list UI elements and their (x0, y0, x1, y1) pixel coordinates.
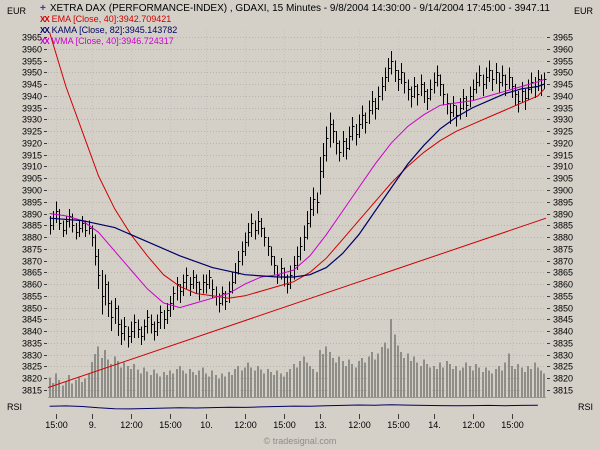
svg-text:10.: 10. (200, 420, 213, 430)
svg-text:3830: 3830 (553, 351, 573, 361)
svg-text:3955: 3955 (22, 57, 42, 67)
right-axis-unit: EUR (573, 6, 593, 16)
svg-text:3895: 3895 (553, 198, 573, 208)
svg-text:3835: 3835 (22, 339, 42, 349)
chart-title: XETRA DAX (PERFORMANCE-INDEX) , GDAXI, 1… (49, 3, 550, 14)
svg-text:15:00: 15:00 (45, 420, 68, 430)
bottom-left-axis-unit: RSI (7, 402, 23, 412)
svg-text:3825: 3825 (553, 362, 573, 372)
svg-text:3840: 3840 (553, 327, 573, 337)
svg-text:3935: 3935 (553, 104, 573, 114)
svg-text:3950: 3950 (22, 68, 42, 78)
svg-text:3820: 3820 (553, 374, 573, 384)
svg-text:3885: 3885 (22, 221, 42, 231)
svg-text:3910: 3910 (553, 162, 573, 172)
svg-text:3865: 3865 (22, 268, 42, 278)
wma-legend-label: WMA [Close, 40]:3946.724317 (51, 36, 174, 46)
svg-text:14.: 14. (428, 420, 441, 430)
svg-text:3940: 3940 (553, 92, 573, 102)
svg-text:3960: 3960 (553, 45, 573, 55)
svg-text:3945: 3945 (22, 80, 42, 90)
svg-text:12:00: 12:00 (234, 420, 257, 430)
svg-text:3825: 3825 (22, 362, 42, 372)
svg-text:3870: 3870 (22, 257, 42, 267)
svg-text:15:00: 15:00 (501, 420, 524, 430)
svg-text:3965: 3965 (22, 33, 42, 43)
ema-line-icon: XX (40, 15, 50, 24)
svg-text:3890: 3890 (553, 210, 573, 220)
kama-line-icon: XX (40, 26, 50, 35)
svg-text:3855: 3855 (22, 292, 42, 302)
svg-text:3875: 3875 (553, 245, 573, 255)
svg-text:3895: 3895 (22, 198, 42, 208)
svg-text:3845: 3845 (22, 315, 42, 325)
svg-text:3850: 3850 (22, 304, 42, 314)
svg-text:3830: 3830 (22, 351, 42, 361)
svg-text:3930: 3930 (22, 115, 42, 125)
svg-text:3900: 3900 (553, 186, 573, 196)
svg-text:3855: 3855 (553, 292, 573, 302)
svg-text:3925: 3925 (553, 127, 573, 137)
svg-text:3815: 3815 (553, 386, 573, 396)
svg-text:15:00: 15:00 (387, 420, 410, 430)
svg-text:3920: 3920 (553, 139, 573, 149)
legend-row-ema: XX EMA [Close, 40]:3942.709421 (40, 14, 177, 25)
svg-text:3865: 3865 (553, 268, 573, 278)
svg-text:3875: 3875 (22, 245, 42, 255)
svg-text:3935: 3935 (22, 104, 42, 114)
svg-text:3850: 3850 (553, 304, 573, 314)
svg-text:15:00: 15:00 (273, 420, 296, 430)
svg-text:3940: 3940 (22, 92, 42, 102)
svg-text:3915: 3915 (553, 151, 573, 161)
svg-text:3845: 3845 (553, 315, 573, 325)
svg-text:9.: 9. (89, 420, 97, 430)
svg-text:3900: 3900 (22, 186, 42, 196)
svg-text:3880: 3880 (22, 233, 42, 243)
svg-text:12:00: 12:00 (462, 420, 485, 430)
instrument-icon: + (40, 3, 46, 14)
svg-text:3910: 3910 (22, 162, 42, 172)
kama-legend-label: KAMA [Close, 82]:3945.143782 (51, 25, 178, 35)
svg-text:3870: 3870 (553, 257, 573, 267)
svg-text:12:00: 12:00 (120, 420, 143, 430)
left-axis-unit: EUR (7, 6, 27, 16)
svg-text:3915: 3915 (22, 151, 42, 161)
svg-text:3890: 3890 (22, 210, 42, 220)
chart-header: + XETRA DAX (PERFORMANCE-INDEX) , GDAXI, … (40, 3, 550, 14)
svg-text:3815: 3815 (22, 386, 42, 396)
svg-text:3920: 3920 (22, 139, 42, 149)
svg-text:3905: 3905 (553, 174, 573, 184)
svg-text:3835: 3835 (553, 339, 573, 349)
svg-text:3820: 3820 (22, 374, 42, 384)
legend-row-wma: XX WMA [Close, 40]:3946.724317 (40, 36, 177, 47)
ema-legend-label: EMA [Close, 40]:3942.709421 (51, 14, 172, 24)
svg-text:3965: 3965 (553, 33, 573, 43)
svg-text:3945: 3945 (553, 80, 573, 90)
bottom-right-axis-unit: RSI (577, 402, 593, 412)
svg-text:3880: 3880 (553, 233, 573, 243)
svg-text:3840: 3840 (22, 327, 42, 337)
svg-text:3860: 3860 (553, 280, 573, 290)
indicator-legend: XX EMA [Close, 40]:3942.709421 XX KAMA [Cl… (40, 14, 177, 47)
svg-text:3960: 3960 (22, 45, 42, 55)
svg-text:3905: 3905 (22, 174, 42, 184)
svg-text:3930: 3930 (553, 115, 573, 125)
watermark: © tradesignal.com (263, 436, 337, 446)
svg-text:12:00: 12:00 (348, 420, 371, 430)
svg-text:13.: 13. (314, 420, 327, 430)
legend-row-kama: XX KAMA [Close, 82]:3945.143782 (40, 25, 177, 36)
svg-text:3860: 3860 (22, 280, 42, 290)
svg-text:3885: 3885 (553, 221, 573, 231)
svg-text:3925: 3925 (22, 127, 42, 137)
svg-text:3950: 3950 (553, 68, 573, 78)
wma-line-icon: XX (40, 37, 50, 46)
svg-text:3955: 3955 (553, 57, 573, 67)
svg-text:15:00: 15:00 (159, 420, 182, 430)
